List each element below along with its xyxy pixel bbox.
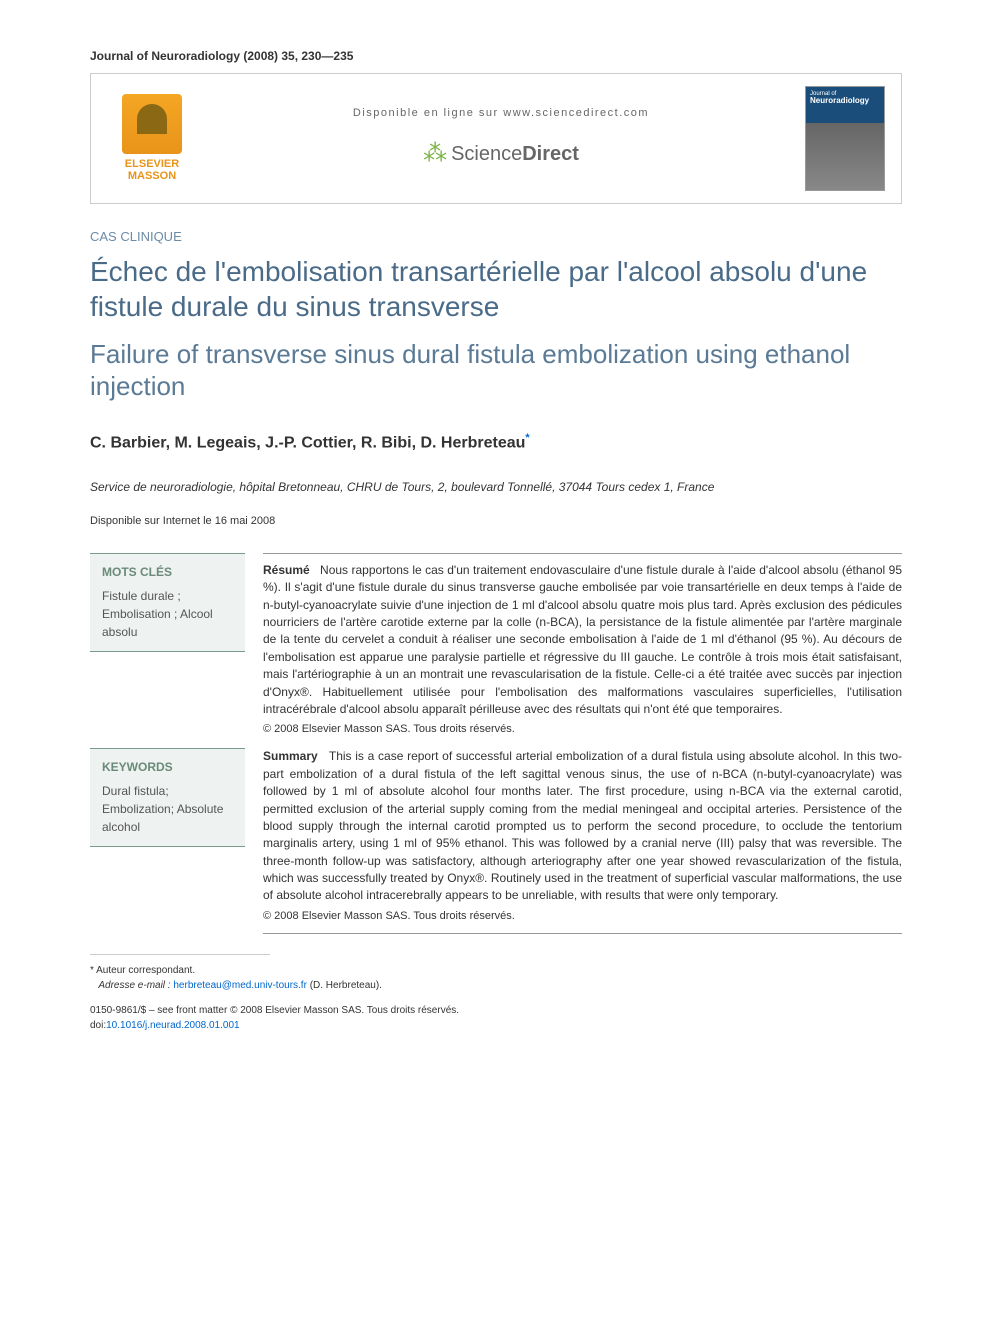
affiliation: Service de neuroradiologie, hôpital Bret… xyxy=(90,479,902,496)
journal-cover-title: Journal of Neuroradiology xyxy=(810,91,869,106)
copyright-english: © 2008 Elsevier Masson SAS. Tous droits … xyxy=(263,909,902,925)
keywords-english-box: KEYWORDS Dural fistula; Embolization; Ab… xyxy=(90,748,245,847)
elsevier-name: ELSEVIER MASSON xyxy=(107,158,197,182)
section-label: CAS CLINIQUE xyxy=(90,228,902,246)
journal-header: Journal of Neuroradiology (2008) 35, 230… xyxy=(90,48,902,65)
abstract-french-label: Résumé xyxy=(263,563,310,577)
corresponding-author-footnote: * Auteur correspondant. Adresse e-mail :… xyxy=(90,963,902,993)
publication-date: Disponible sur Internet le 16 mai 2008 xyxy=(90,514,902,529)
corresponding-author-marker: * xyxy=(525,432,529,444)
abstract-english-label: Summary xyxy=(263,749,318,763)
footer-info: 0150-9861/$ – see front matter © 2008 El… xyxy=(90,1003,902,1033)
abstract-english-container: KEYWORDS Dural fistula; Embolization; Ab… xyxy=(90,748,902,933)
footnote-label: Auteur correspondant. xyxy=(96,965,195,976)
email-label: Adresse e-mail : xyxy=(98,980,170,991)
authors-list: C. Barbier, M. Legeais, J.-P. Cottier, R… xyxy=(90,431,902,455)
top-banner: ELSEVIER MASSON Disponible en ligne sur … xyxy=(90,73,902,204)
journal-cover-thumbnail: Journal of Neuroradiology xyxy=(805,86,885,191)
article-title-english: Failure of transverse sinus dural fistul… xyxy=(90,338,902,403)
elsevier-logo: ELSEVIER MASSON xyxy=(107,94,197,182)
keywords-english-list: Dural fistula; Embolization; Absolute al… xyxy=(102,782,233,836)
keywords-french-box: MOTS CLÉS Fistule durale ; Embolisation … xyxy=(90,553,245,652)
doi-label: doi: xyxy=(90,1020,106,1031)
keywords-english-heading: KEYWORDS xyxy=(102,759,233,776)
banner-center: Disponible en ligne sur www.sciencedirec… xyxy=(197,106,805,171)
footnote-divider xyxy=(90,954,270,955)
sciencedirect-logo: ⁂ ScienceDirect xyxy=(423,137,579,171)
sciencedirect-text: ScienceDirect xyxy=(451,140,579,168)
keywords-french-heading: MOTS CLÉS xyxy=(102,564,233,581)
abstract-english-text: Summary This is a case report of success… xyxy=(263,748,902,933)
abstract-french-text: Résumé Nous rapportons le cas d'un trait… xyxy=(263,553,902,738)
article-title-french: Échec de l'embolisation transartérielle … xyxy=(90,254,902,324)
doi-link[interactable]: 10.1016/j.neurad.2008.01.001 xyxy=(106,1020,239,1031)
email-link[interactable]: herbreteau@med.univ-tours.fr xyxy=(173,980,307,991)
availability-text: Disponible en ligne sur www.sciencedirec… xyxy=(197,106,805,121)
elsevier-tree-icon xyxy=(122,94,182,154)
sciencedirect-icon: ⁂ xyxy=(423,137,447,171)
abstract-french-container: MOTS CLÉS Fistule durale ; Embolisation … xyxy=(90,553,902,738)
email-author: (D. Herbreteau). xyxy=(310,980,382,991)
copyright-french: © 2008 Elsevier Masson SAS. Tous droits … xyxy=(263,722,902,738)
issn-line: 0150-9861/$ – see front matter © 2008 El… xyxy=(90,1005,459,1016)
footnote-marker: * xyxy=(90,965,94,976)
keywords-french-list: Fistule durale ; Embolisation ; Alcool a… xyxy=(102,587,233,641)
